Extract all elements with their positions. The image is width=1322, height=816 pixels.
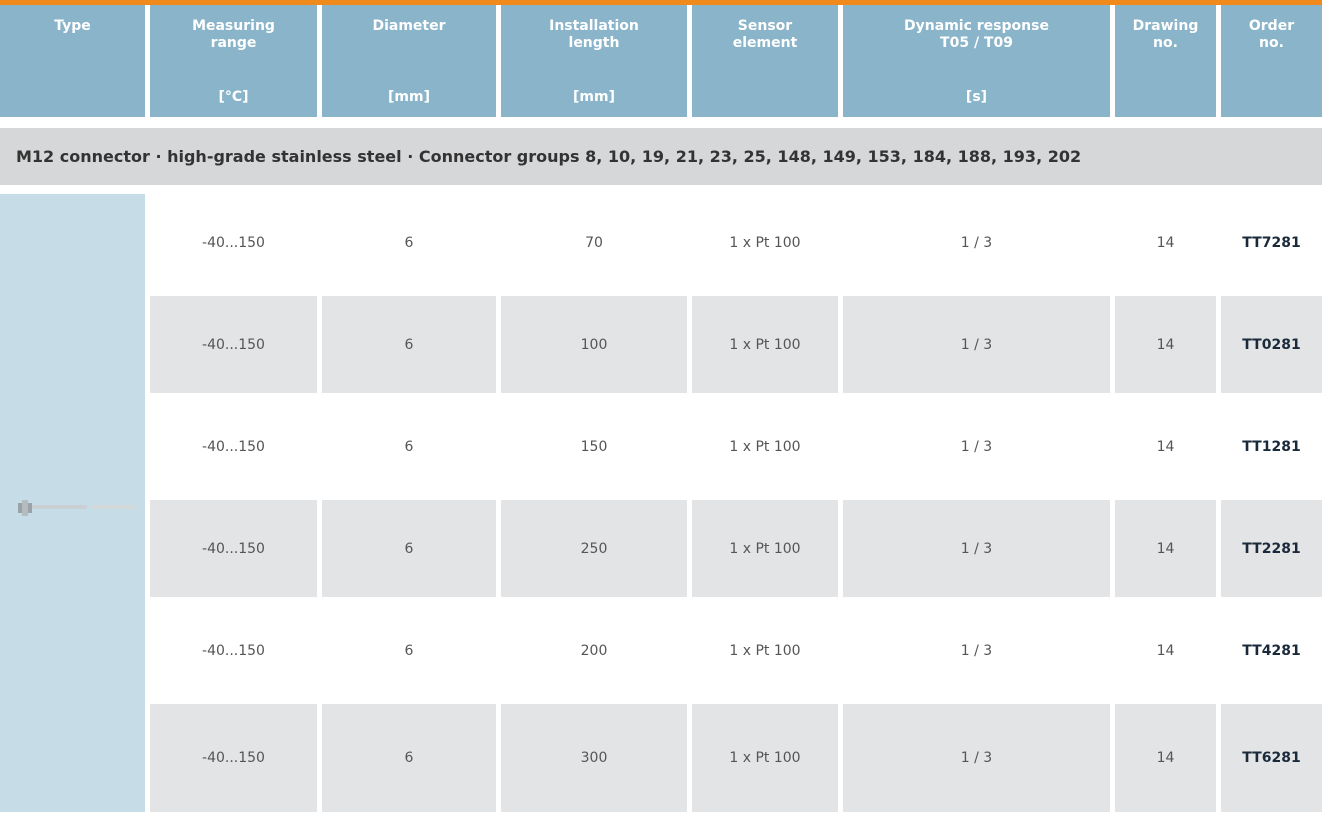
- data-cell: 250: [501, 500, 687, 597]
- data-cell: 14: [1115, 704, 1216, 812]
- data-cell: 1 x Pt 100: [692, 398, 838, 495]
- header-label: no.: [1153, 35, 1178, 51]
- header-unit: [mm]: [388, 89, 430, 105]
- data-cell: 6: [322, 398, 496, 495]
- header-label: Drawing: [1132, 18, 1199, 34]
- data-cell: 1 x Pt 100: [692, 194, 838, 291]
- data-cell: TT0281: [1221, 296, 1322, 393]
- data-cell: TT2281: [1221, 500, 1322, 597]
- data-cell: TT4281: [1221, 602, 1322, 699]
- header-label: T05 / T09: [940, 35, 1013, 51]
- header-label: element: [732, 35, 798, 51]
- data-cell: 1 / 3: [843, 602, 1110, 699]
- header-unit: [mm]: [573, 89, 615, 105]
- data-cell: TT7281: [1221, 194, 1322, 291]
- header-label: Installation: [549, 18, 639, 34]
- sensor-image: [18, 500, 135, 516]
- data-cell: 6: [322, 296, 496, 393]
- data-cell: 6: [322, 602, 496, 699]
- data-cell: 150: [501, 398, 687, 495]
- data-cell: -40...150: [150, 296, 317, 393]
- header-cell: Diameter [mm]: [322, 5, 496, 117]
- data-cell: 200: [501, 602, 687, 699]
- data-cell: 14: [1115, 500, 1216, 597]
- data-cell: 1 / 3: [843, 296, 1110, 393]
- group-title: M12 connector · high-grade stainless ste…: [0, 128, 1322, 185]
- header-label: Dynamic response: [904, 18, 1049, 34]
- data-cell: 300: [501, 704, 687, 812]
- header-label: length: [568, 35, 620, 51]
- data-cell: 6: [322, 194, 496, 291]
- header-cell: Measuring range [°C]: [150, 5, 317, 117]
- top-bar: [0, 0, 1322, 5]
- data-cell: 14: [1115, 194, 1216, 291]
- data-cell: 70: [501, 194, 687, 291]
- header-cell: Dynamic response T05 / T09 [s]: [843, 5, 1110, 117]
- data-cell: 14: [1115, 296, 1216, 393]
- header-cell: Drawing no.: [1115, 5, 1216, 117]
- data-cell: -40...150: [150, 398, 317, 495]
- data-cell: 1 x Pt 100: [692, 296, 838, 393]
- data-cell: -40...150: [150, 500, 317, 597]
- data-cell: TT6281: [1221, 704, 1322, 812]
- header-label: Order: [1248, 18, 1295, 34]
- data-cell: -40...150: [150, 194, 317, 291]
- data-cell: 1 / 3: [843, 500, 1110, 597]
- data-cell: 1 x Pt 100: [692, 704, 838, 812]
- header-cell: Installation length [mm]: [501, 5, 687, 117]
- data-cell: 1 / 3: [843, 704, 1110, 812]
- data-cell: -40...150: [150, 704, 317, 812]
- header-label: no.: [1259, 35, 1284, 51]
- data-cell: 1 / 3: [843, 194, 1110, 291]
- data-cell: 6: [322, 500, 496, 597]
- header-unit: [°C]: [218, 89, 249, 105]
- header-cell: Order no.: [1221, 5, 1322, 117]
- data-cell: 6: [322, 704, 496, 812]
- header-cell: Sensor element: [692, 5, 838, 117]
- data-cell: 14: [1115, 398, 1216, 495]
- header-label: range: [210, 35, 257, 51]
- data-cell: -40...150: [150, 602, 317, 699]
- header-cell: Type: [0, 5, 145, 117]
- header-label: Type: [54, 18, 91, 34]
- data-cell: 100: [501, 296, 687, 393]
- data-cell: 1 x Pt 100: [692, 500, 838, 597]
- data-cell: TT1281: [1221, 398, 1322, 495]
- header-label: Measuring: [192, 18, 275, 34]
- data-cell: 1 x Pt 100: [692, 602, 838, 699]
- header-label: Sensor: [737, 18, 793, 34]
- data-cell: 1 / 3: [843, 398, 1110, 495]
- data-cell: 14: [1115, 602, 1216, 699]
- header-unit: [s]: [965, 89, 988, 105]
- type-cell: [0, 194, 145, 812]
- header-label: Diameter: [372, 18, 446, 34]
